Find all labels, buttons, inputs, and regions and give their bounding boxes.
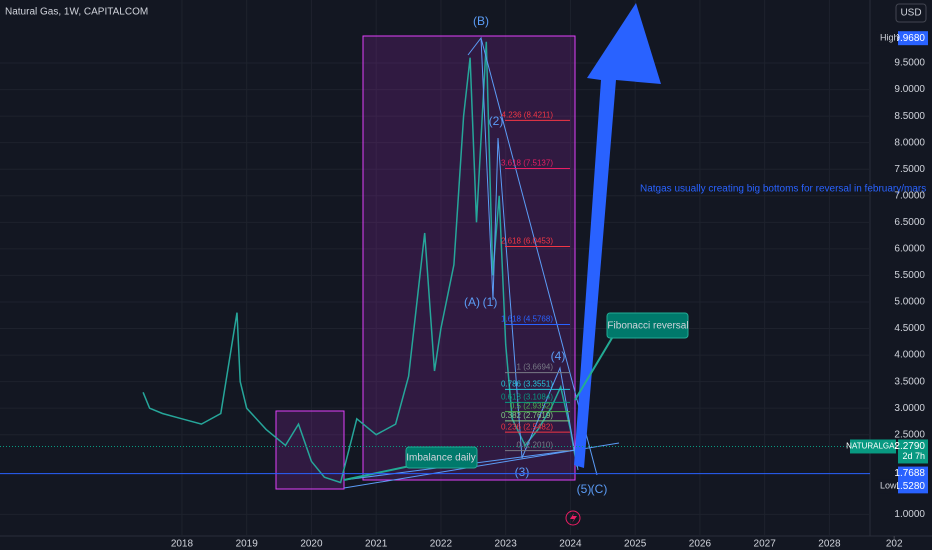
- y-tick-label: 5.0000: [894, 297, 925, 308]
- price-tag-name: Low: [880, 481, 897, 491]
- imbalance-box: [275, 410, 345, 490]
- wave-label: (A): [464, 295, 480, 309]
- wave-label: (4): [551, 349, 566, 363]
- last-price-name-bg: [850, 439, 896, 454]
- x-tick-label: 2023: [495, 539, 518, 550]
- wave-label: (3): [515, 465, 530, 479]
- callout-pointer: [574, 337, 613, 401]
- fib-label: 0.236 (2.5482): [501, 422, 553, 431]
- currency: USD: [900, 8, 921, 19]
- y-tick-label: 8.5000: [894, 111, 925, 122]
- fib-label: 1.618 (4.5768): [501, 315, 553, 324]
- wave-label: (B): [473, 14, 489, 28]
- fib-label: 0 (2.2010): [517, 441, 554, 450]
- wave-label: (1): [483, 295, 498, 309]
- countdown: 2d 7h: [902, 451, 925, 461]
- y-tick-label: 2.5000: [894, 429, 925, 440]
- y-tick-label: 6.0000: [894, 244, 925, 255]
- x-tick-label: 202: [886, 539, 903, 550]
- y-tick-label: 9.5000: [894, 58, 925, 69]
- fib-label: 2.618 (6.0453): [501, 237, 553, 246]
- currency-button[interactable]: [895, 3, 927, 23]
- fib-label: 1 (3.6694): [517, 363, 554, 372]
- fib-label: 0.786 (3.3551): [501, 379, 553, 388]
- wave-line: [480, 37, 598, 476]
- wave-label: (5): [577, 482, 592, 496]
- wave-label: (2): [489, 114, 504, 128]
- y-tick-label: 4.5000: [894, 323, 925, 334]
- fib-label: 0.618 (3.1084): [501, 393, 553, 402]
- fib-label: 0.382 (2.7619): [501, 411, 553, 420]
- symbol-title: Natural Gas, 1W, CAPITALCOM: [5, 7, 148, 18]
- note: Natgas usually creating big bottoms for …: [640, 184, 926, 195]
- price-tag-label: 1.7688: [894, 468, 925, 479]
- wave-line: [467, 36, 579, 471]
- y-tick-label: 8.0000: [894, 137, 925, 148]
- overlay: 4.236 (8.4211) 3.618 (7.5137) 2.618 (6.045…: [0, 31, 928, 494]
- x-tick-label: 2027: [754, 539, 777, 550]
- price-tag-name: High: [880, 33, 899, 43]
- price-tag-label: 9.9680: [894, 33, 925, 44]
- y-tick-label: 5.5000: [894, 270, 925, 281]
- event-icon[interactable]: [565, 510, 581, 526]
- price-tag-name-bg: [876, 479, 897, 494]
- callout-pointer: [343, 465, 411, 481]
- y-tick-label: 6.5000: [894, 217, 925, 228]
- last-price-label: 2.2790: [894, 441, 925, 452]
- fib-label: 0.5 (2.9352): [510, 402, 553, 411]
- x-tick-label: 2024: [559, 539, 582, 550]
- x-tick-label: 2018: [171, 539, 194, 550]
- price-tag: [898, 466, 928, 481]
- last-price-name: NATURALGAS: [846, 442, 900, 451]
- up-arrow: [574, 3, 661, 468]
- x-tick-label: 2022: [430, 539, 453, 550]
- callout-box: [606, 312, 689, 339]
- callout-text: Fibonacci reversal: [607, 321, 688, 332]
- price-tag-name-bg: [876, 31, 897, 46]
- y-tick-label: 7.0000: [894, 190, 925, 201]
- x-tick-label: 2020: [300, 539, 323, 550]
- price-tag: [898, 31, 928, 46]
- wave-label: (C): [591, 482, 608, 496]
- event-icon-bolt: [570, 513, 577, 523]
- price-tag-label: 1.5280: [894, 481, 925, 492]
- fib-label: 3.618 (7.5137): [501, 159, 553, 168]
- callout-box: [405, 446, 478, 469]
- y-tick-label: 1.0000: [894, 509, 925, 520]
- callout-text: Imbalance daily: [406, 453, 475, 464]
- x-tick-label: 2026: [689, 539, 712, 550]
- y-tick-label: 9.0000: [894, 84, 925, 95]
- y-tick-label: 7.5000: [894, 164, 925, 175]
- y-tick-label: 3.0000: [894, 403, 925, 414]
- y-tick-label: 3.5000: [894, 376, 925, 387]
- x-tick-label: 2021: [365, 539, 388, 550]
- last-price-tag: [898, 439, 928, 464]
- x-tick-label: 2019: [236, 539, 259, 550]
- x-tick-label: 2025: [624, 539, 647, 550]
- x-tick-label: 2028: [818, 539, 841, 550]
- y-tick-label: 4.0000: [894, 350, 925, 361]
- price-tag: [898, 479, 928, 494]
- fib-label: 4.236 (8.4211): [502, 110, 554, 119]
